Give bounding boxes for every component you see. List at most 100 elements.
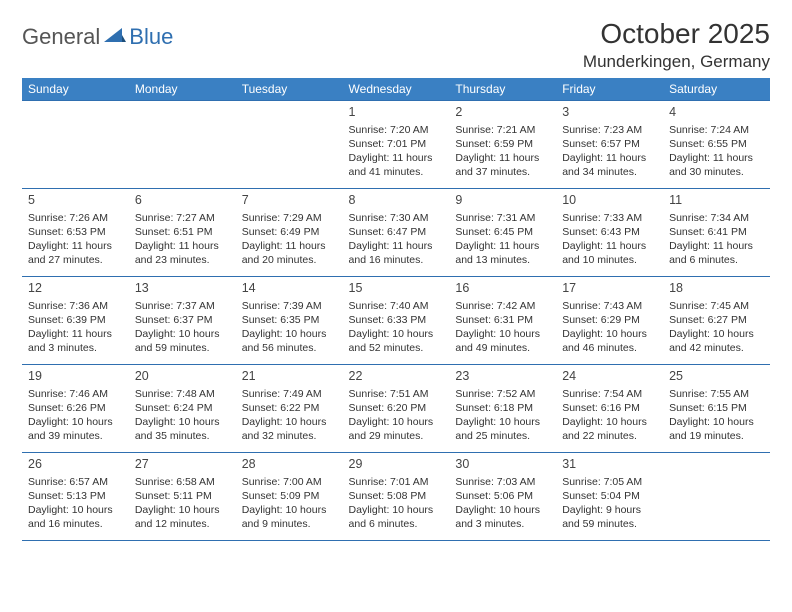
calendar-column-header: Wednesday [343,78,450,101]
daylight-line: Daylight: 10 hours and 12 minutes. [135,503,230,531]
day-number: 22 [349,368,444,385]
day-number: 2 [455,104,550,121]
daylight-line: Daylight: 10 hours and 22 minutes. [562,415,657,443]
sunset-line: Sunset: 6:45 PM [455,225,550,239]
daylight-line: Daylight: 11 hours and 10 minutes. [562,239,657,267]
calendar-day-cell: 20Sunrise: 7:48 AMSunset: 6:24 PMDayligh… [129,365,236,453]
calendar-column-header: Saturday [663,78,770,101]
calendar-day-cell: 3Sunrise: 7:23 AMSunset: 6:57 PMDaylight… [556,101,663,189]
calendar-week-row: 19Sunrise: 7:46 AMSunset: 6:26 PMDayligh… [22,365,770,453]
calendar-day-cell: 8 Sunrise: 7:30 AMSunset: 6:47 PMDaylight… [343,189,450,277]
sunset-line: Sunset: 6:55 PM [669,137,764,151]
daylight-line: Daylight: 11 hours and 34 minutes. [562,151,657,179]
day-number: 6 [135,192,230,209]
sunrise-line: Sunrise: 7:39 AM [242,299,337,313]
daylight-line: Daylight: 10 hours and 25 minutes. [455,415,550,443]
sunset-line: Sunset: 6:22 PM [242,401,337,415]
calendar-day-cell: 17Sunrise: 7:43 AMSunset: 6:29 PMDayligh… [556,277,663,365]
daylight-line: Daylight: 11 hours and 16 minutes. [349,239,444,267]
location-label: Munderkingen, Germany [583,52,770,72]
calendar-empty-cell [22,101,129,189]
calendar-day-cell: 14Sunrise: 7:39 AMSunset: 6:35 PMDayligh… [236,277,343,365]
daylight-line: Daylight: 10 hours and 3 minutes. [455,503,550,531]
daylight-line: Daylight: 11 hours and 37 minutes. [455,151,550,179]
calendar-day-cell: 12Sunrise: 7:36 AMSunset: 6:39 PMDayligh… [22,277,129,365]
day-number: 26 [28,456,123,473]
calendar-column-header: Thursday [449,78,556,101]
daylight-line: Daylight: 10 hours and 19 minutes. [669,415,764,443]
calendar-week-row: 12Sunrise: 7:36 AMSunset: 6:39 PMDayligh… [22,277,770,365]
logo-text-general: General [22,24,100,50]
daylight-line: Daylight: 11 hours and 13 minutes. [455,239,550,267]
calendar-day-cell: 30Sunrise: 7:03 AMSunset: 5:06 PMDayligh… [449,453,556,541]
sunset-line: Sunset: 6:29 PM [562,313,657,327]
calendar-day-cell: 28Sunrise: 7:00 AMSunset: 5:09 PMDayligh… [236,453,343,541]
sunrise-line: Sunrise: 7:30 AM [349,211,444,225]
sunrise-line: Sunrise: 7:21 AM [455,123,550,137]
day-number: 23 [455,368,550,385]
calendar-empty-cell [129,101,236,189]
daylight-line: Daylight: 10 hours and 6 minutes. [349,503,444,531]
daylight-line: Daylight: 10 hours and 59 minutes. [135,327,230,355]
calendar-day-cell: 9Sunrise: 7:31 AMSunset: 6:45 PMDaylight… [449,189,556,277]
calendar-day-cell: 10Sunrise: 7:33 AMSunset: 6:43 PMDayligh… [556,189,663,277]
sunset-line: Sunset: 6:16 PM [562,401,657,415]
calendar-day-cell: 11Sunrise: 7:34 AMSunset: 6:41 PMDayligh… [663,189,770,277]
page-title: October 2025 [583,18,770,50]
sunrise-line: Sunrise: 7:45 AM [669,299,764,313]
calendar-week-row: 5Sunrise: 7:26 AMSunset: 6:53 PMDaylight… [22,189,770,277]
calendar-day-cell: 21Sunrise: 7:49 AMSunset: 6:22 PMDayligh… [236,365,343,453]
daylight-line: Daylight: 10 hours and 52 minutes. [349,327,444,355]
sunrise-line: Sunrise: 7:03 AM [455,475,550,489]
day-number: 15 [349,280,444,297]
title-block: October 2025 Munderkingen, Germany [583,18,770,72]
sunrise-line: Sunrise: 7:55 AM [669,387,764,401]
day-number: 7 [242,192,337,209]
calendar-day-cell: 23Sunrise: 7:52 AMSunset: 6:18 PMDayligh… [449,365,556,453]
day-number: 13 [135,280,230,297]
day-number: 24 [562,368,657,385]
sunrise-line: Sunrise: 7:48 AM [135,387,230,401]
calendar-day-cell: 24 Sunrise: 7:54 AMSunset: 6:16 PMDayligh… [556,365,663,453]
calendar-week-row: 1Sunrise: 7:20 AMSunset: 7:01 PMDaylight… [22,101,770,189]
daylight-line: Daylight: 9 hours and 59 minutes. [562,503,657,531]
sunset-line: Sunset: 6:33 PM [349,313,444,327]
sunrise-line: Sunrise: 7:54 AM [562,387,657,401]
sunrise-line: Sunrise: 7:26 AM [28,211,123,225]
day-number: 27 [135,456,230,473]
day-number: 8 [349,192,444,209]
sunrise-line: Sunrise: 7:33 AM [562,211,657,225]
sunset-line: Sunset: 6:26 PM [28,401,123,415]
sunset-line: Sunset: 6:41 PM [669,225,764,239]
sunrise-line: Sunrise: 7:34 AM [669,211,764,225]
sunset-line: Sunset: 5:11 PM [135,489,230,503]
day-number: 9 [455,192,550,209]
calendar-empty-cell [663,453,770,541]
calendar-day-cell: 16Sunrise: 7:42 AMSunset: 6:31 PMDayligh… [449,277,556,365]
calendar-day-cell: 29Sunrise: 7:01 AMSunset: 5:08 PMDayligh… [343,453,450,541]
daylight-line: Daylight: 10 hours and 49 minutes. [455,327,550,355]
calendar-day-cell: 27Sunrise: 6:58 AMSunset: 5:11 PMDayligh… [129,453,236,541]
day-number: 20 [135,368,230,385]
day-number: 31 [562,456,657,473]
daylight-line: Daylight: 11 hours and 20 minutes. [242,239,337,267]
day-number: 30 [455,456,550,473]
sunset-line: Sunset: 6:47 PM [349,225,444,239]
sunset-line: Sunset: 6:35 PM [242,313,337,327]
sunset-line: Sunset: 6:51 PM [135,225,230,239]
sunrise-line: Sunrise: 7:46 AM [28,387,123,401]
calendar-column-header: Sunday [22,78,129,101]
daylight-line: Daylight: 10 hours and 56 minutes. [242,327,337,355]
daylight-line: Daylight: 10 hours and 32 minutes. [242,415,337,443]
daylight-line: Daylight: 10 hours and 46 minutes. [562,327,657,355]
sunset-line: Sunset: 5:08 PM [349,489,444,503]
sunset-line: Sunset: 6:20 PM [349,401,444,415]
daylight-line: Daylight: 10 hours and 29 minutes. [349,415,444,443]
sunset-line: Sunset: 6:18 PM [455,401,550,415]
daylight-line: Daylight: 10 hours and 39 minutes. [28,415,123,443]
daylight-line: Daylight: 10 hours and 35 minutes. [135,415,230,443]
sunset-line: Sunset: 6:31 PM [455,313,550,327]
day-number: 12 [28,280,123,297]
daylight-line: Daylight: 10 hours and 9 minutes. [242,503,337,531]
triangle-icon [104,26,126,47]
